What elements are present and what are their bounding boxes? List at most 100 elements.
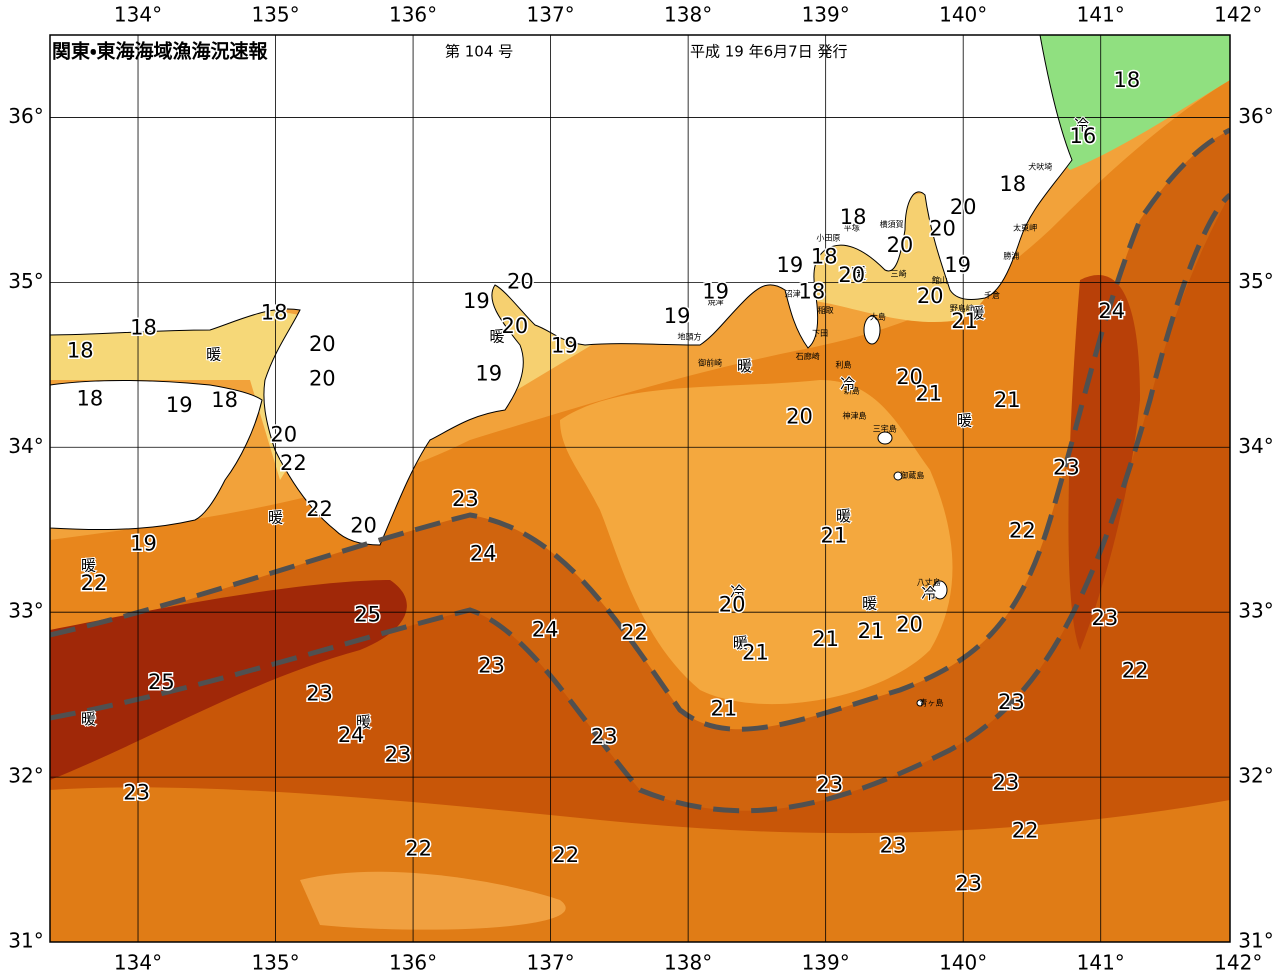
labels: 134° 134° 135° 135° 136° 136° 137° 137° 138° 138°… (8, 3, 1273, 975)
temperature-label: 20 (786, 405, 813, 429)
place-name: 石廊崎 (796, 351, 820, 361)
temperature-label: 23 (591, 725, 618, 749)
temperature-label: 20 (929, 217, 956, 241)
temperature-label: 18 (811, 245, 838, 269)
temperature-label: 23 (306, 682, 333, 706)
temperature-label: 20 (350, 513, 377, 537)
x-tick-label: 137° (527, 3, 575, 27)
temperature-label: 18 (130, 316, 157, 340)
place-name: 沼津 (785, 288, 801, 298)
temperature-label: 19 (475, 362, 502, 386)
map-frame (49, 34, 1231, 943)
temperature-label: 22 (405, 837, 432, 861)
temperature-label: 24 (1098, 299, 1125, 323)
place-name: 犬吠埼 (1028, 161, 1052, 171)
water-mass-marker: 冷 (840, 375, 855, 393)
temperature-label: 18 (799, 279, 826, 303)
water-mass-marker: 暖 (206, 345, 221, 363)
island (932, 580, 948, 600)
temperature-label: 23 (998, 690, 1025, 714)
x-tick-label: 135° (251, 951, 299, 975)
temperature-label: 19 (130, 532, 157, 556)
temperature-label: 23 (955, 871, 982, 895)
y-tick-label: 32° (1238, 764, 1273, 788)
place-name: 三宅島 (873, 424, 897, 434)
y-tick-label: 34° (1238, 434, 1273, 458)
y-tick-label: 35° (1238, 269, 1273, 293)
temperature-label: 21 (915, 382, 942, 406)
temperature-label: 22 (1012, 819, 1039, 843)
temperature-label: 20 (838, 263, 865, 287)
temperature-label: 18 (999, 172, 1026, 196)
x-tick-label: 136° (389, 3, 437, 27)
place-name: 青ヶ島 (920, 697, 944, 707)
temperature-label: 18 (67, 339, 94, 363)
x-tick-label: 138° (664, 951, 712, 975)
temperature-label: 24 (338, 723, 365, 747)
temperature-label: 18 (261, 301, 288, 325)
temperature-label: 22 (280, 451, 307, 475)
place-name: 新島 (844, 386, 860, 396)
island (916, 699, 924, 707)
place-name: 三崎 (891, 269, 907, 279)
temperature-label: 19 (702, 279, 729, 303)
temperature-label: 20 (270, 423, 297, 447)
place-name: 横須賀 (880, 219, 904, 229)
water-mass-marker: 暖 (489, 327, 504, 345)
kuroshio-core (50, 580, 407, 780)
temperature-label: 20 (501, 314, 528, 338)
temperature-label: 21 (951, 309, 978, 333)
temperature-label: 24 (470, 541, 497, 565)
water-mass-marker: 冷 (921, 585, 936, 603)
temperature-label: 23 (1091, 606, 1118, 630)
temperature-label: 18 (211, 388, 238, 412)
x-tick-label: 140° (939, 951, 987, 975)
temperature-label: 18 (840, 205, 867, 229)
x-tick-label: 137° (527, 951, 575, 975)
place-name: 稲取 (818, 305, 834, 315)
temperature-label: 21 (742, 640, 769, 664)
temperature-label: 16 (1069, 124, 1096, 148)
cold-water (1040, 35, 1230, 170)
temperature-label: 21 (711, 696, 738, 720)
temperature-label: 20 (887, 233, 914, 257)
place-name: 利島 (836, 359, 852, 369)
water-mass-marker: 暖 (268, 509, 283, 527)
temperature-label: 20 (896, 612, 923, 636)
place-name: 下田 (812, 329, 828, 338)
place-name: 太東岬 (1013, 222, 1037, 232)
shikoku (50, 379, 263, 531)
temperature-label: 23 (452, 487, 479, 511)
kuroshio-edge-south (50, 193, 1230, 814)
temperature-label: 23 (1053, 456, 1080, 480)
temperature-label: 23 (123, 781, 150, 805)
x-tick-label: 135° (251, 3, 299, 27)
temperature-label: 24 (532, 617, 559, 641)
temperature-label: 20 (896, 365, 923, 389)
water-mass-marker: 暖 (862, 594, 877, 612)
water-mass-marker: 暖 (81, 557, 96, 575)
water-mass-marker: 暖 (836, 507, 851, 525)
temperature-label: 25 (354, 602, 381, 626)
temperature-label: 21 (858, 619, 885, 643)
temperature-label: 19 (944, 253, 971, 277)
temperature-label: 18 (1113, 68, 1140, 92)
warm-patch (300, 871, 566, 930)
place-name: 御前崎 (698, 358, 722, 368)
y-tick-label: 36° (1238, 104, 1273, 128)
water-mass-marker: 暖 (957, 411, 972, 429)
graticule (50, 35, 1230, 942)
x-tick-label: 141° (1077, 3, 1125, 27)
honshu (50, 35, 1073, 546)
temperature-label: 21 (812, 627, 839, 651)
y-tick-label: 31° (1238, 929, 1273, 953)
place-name: 地頭方 (678, 331, 702, 341)
place-name: 勝浦 (1003, 250, 1019, 260)
x-tick-label: 136° (389, 951, 437, 975)
y-tick-label: 31° (8, 929, 43, 953)
temperature-label: 19 (664, 304, 691, 328)
island (893, 471, 903, 481)
x-tick-label: 142° (1214, 951, 1262, 975)
sea-layers (50, 35, 1230, 942)
temperature-label: 21 (821, 523, 848, 547)
